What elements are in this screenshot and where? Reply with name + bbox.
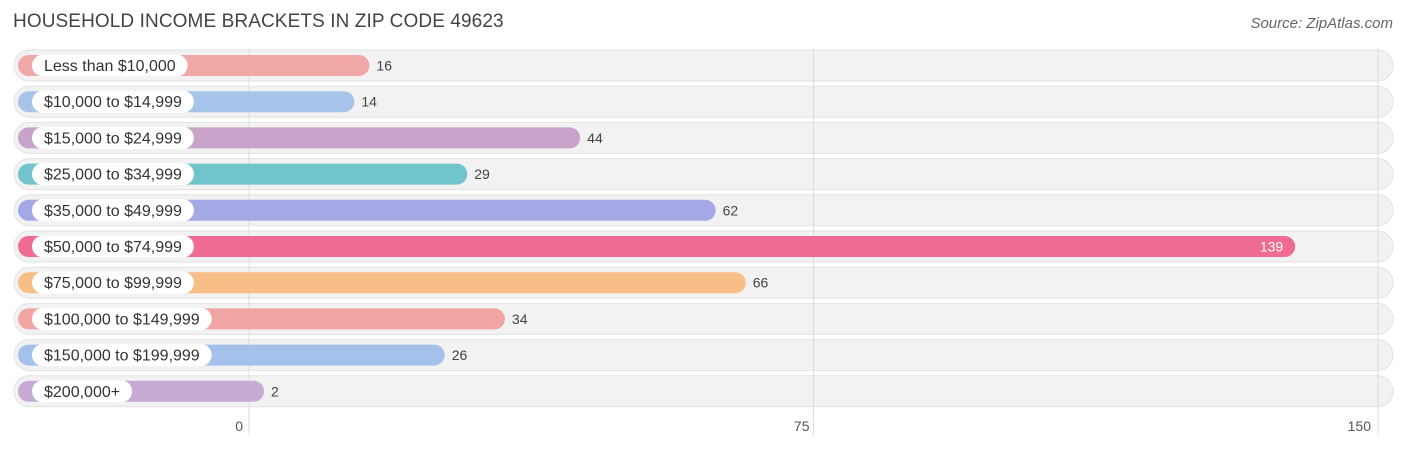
bar xyxy=(18,236,1296,257)
category-label: $25,000 to $34,999 xyxy=(44,167,182,184)
value-label: 66 xyxy=(753,275,769,291)
category-label: $75,000 to $99,999 xyxy=(44,275,182,292)
category-label: $35,000 to $49,999 xyxy=(44,203,182,220)
value-label: 26 xyxy=(452,347,468,363)
category-label: $100,000 to $149,999 xyxy=(44,311,200,328)
label-pill xyxy=(32,380,133,403)
value-label: 44 xyxy=(587,130,603,146)
label-pill xyxy=(32,271,194,294)
value-label: 34 xyxy=(512,311,528,327)
value-label: 2 xyxy=(271,383,279,399)
category-label: $10,000 to $14,999 xyxy=(44,94,182,111)
value-label: 29 xyxy=(474,166,490,182)
bar xyxy=(18,272,746,294)
value-label: 139 xyxy=(1260,239,1284,255)
x-tick-label: 150 xyxy=(1348,418,1372,434)
category-label: $15,000 to $24,999 xyxy=(44,130,182,147)
label-pill xyxy=(32,90,194,113)
category-label: Less than $10,000 xyxy=(44,58,176,75)
x-tick-label: 75 xyxy=(794,418,810,434)
value-label: 16 xyxy=(376,58,392,74)
label-pill xyxy=(32,199,194,222)
category-label: $150,000 to $199,999 xyxy=(44,348,200,365)
label-pill xyxy=(32,163,194,186)
x-tick-label: 0 xyxy=(235,418,243,434)
category-label: $50,000 to $74,999 xyxy=(44,239,182,256)
row-background xyxy=(13,85,1394,118)
value-label: 62 xyxy=(723,202,739,218)
chart-title: HOUSEHOLD INCOME BRACKETS IN ZIP CODE 49… xyxy=(13,11,504,32)
row-background xyxy=(13,375,1394,408)
value-label: 14 xyxy=(361,94,377,110)
chart-source: Source: ZipAtlas.com xyxy=(1250,15,1393,32)
label-pill xyxy=(32,235,194,258)
label-pill xyxy=(32,344,212,367)
label-pill xyxy=(32,307,212,330)
label-pill xyxy=(32,126,194,149)
label-pill xyxy=(32,54,188,77)
category-label: $200,000+ xyxy=(44,384,120,401)
